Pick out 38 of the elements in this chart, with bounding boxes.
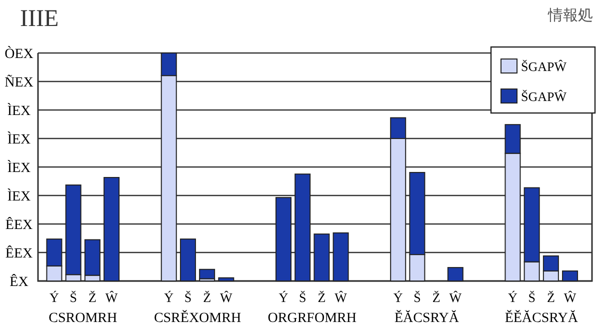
legend-label: ŠGAPŴ [521,59,568,74]
text: ÒEX [4,45,34,62]
text: CSROMRH [48,311,118,326]
text: ĚĂCSRYĂ [394,309,460,326]
x-tick-label: Š [298,290,306,305]
text: ÌEX [7,188,31,204]
text: ÌEX [7,130,31,148]
x-tick-label: Š [528,290,536,305]
x-tick-label: Ý [50,290,60,305]
text: ÊEX [5,216,33,233]
x-tick-label: Š [70,290,77,305]
text: ĚĚĂCSRYĂ [504,309,579,326]
x-tick-label: Ý [508,290,518,305]
x-tick-label: Ŵ [220,290,234,305]
chart-title: IIIE [20,6,59,32]
x-tick-label: Ž [432,290,440,305]
x-tick-label: Ŵ [334,290,348,305]
text: ÑEX [4,74,34,90]
x-tick-label: Ŵ [449,290,462,305]
x-tick-label: Ž [546,290,555,305]
x-tick-label: Ý [393,290,404,305]
text: ORGRFOMRH [268,311,356,326]
x-tick-label: Š [184,290,192,305]
x-tick-label: Ý [278,290,289,305]
text: ÌEX [7,159,31,176]
x-tick-label: Ž [318,290,326,305]
x-tick-label: Ž [203,290,212,305]
text: ÊX [10,273,28,290]
text: CSRĚXOMRH [154,309,242,326]
text: 情報処 [547,6,593,24]
x-tick-label: Ŵ [564,290,577,305]
x-tick-label: Ž [88,290,96,305]
x-tick-label: Ý [164,290,174,305]
legend-label: ŠGAPŴ [521,89,568,104]
text: ÊEX [5,244,33,262]
text: ÌEX [7,102,31,119]
x-tick-label: Š [414,290,421,305]
x-tick-label: Ŵ [105,290,118,305]
